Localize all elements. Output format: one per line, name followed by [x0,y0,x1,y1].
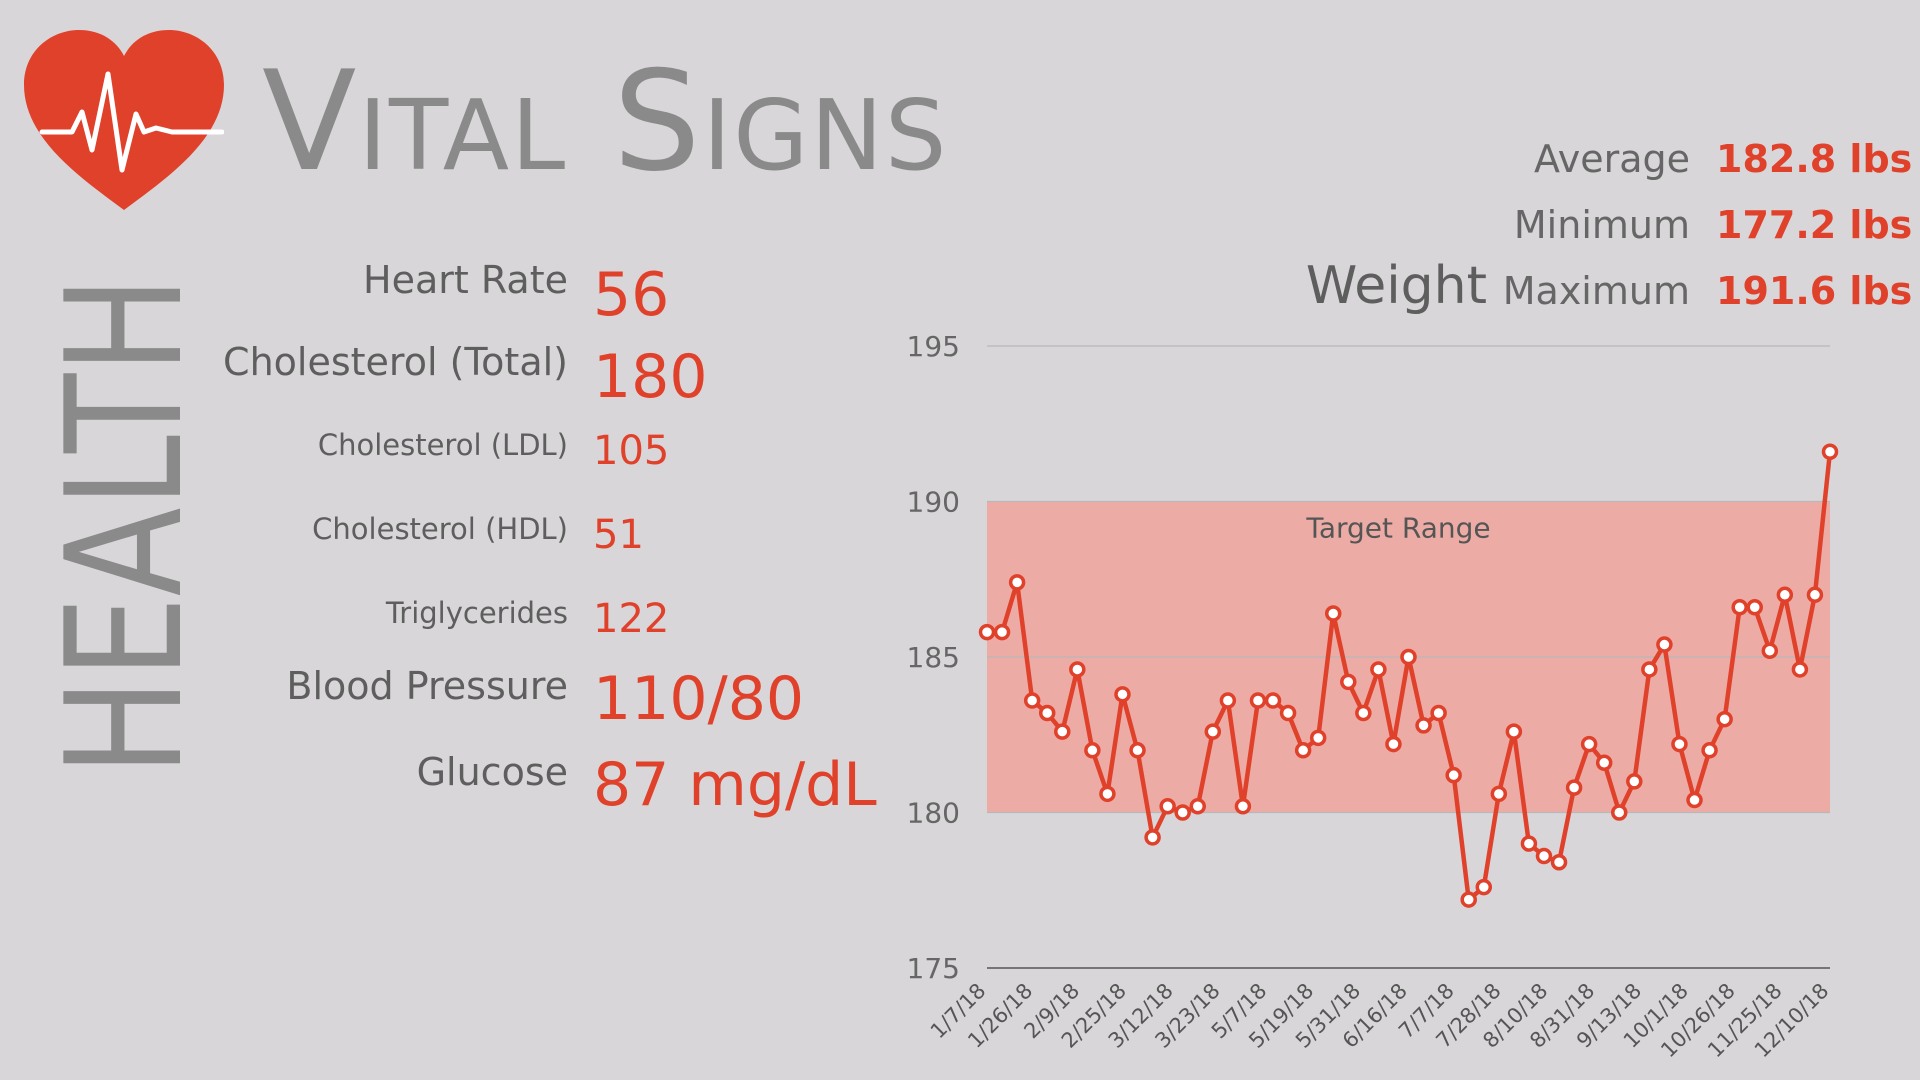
weight-minimum-value: 177.2 lbs [1716,203,1913,247]
weight-minimum-label: Minimum [1513,203,1690,247]
data-point [1189,798,1206,815]
metric-value-glucose: 87 mg/dL [593,750,877,820]
data-point [1159,798,1176,815]
data-point [1234,798,1252,815]
data-point [1460,891,1477,908]
data-point [1264,692,1282,709]
data-point [1114,686,1131,703]
data-point [1746,598,1763,616]
metric-label-blood-pressure: Blood Pressure [286,664,568,708]
data-point [1023,692,1041,709]
metric-value-cholesterol-ldl: 105 [593,428,670,474]
data-point [1415,717,1432,734]
weight-maximum-value: 191.6 lbs [1716,269,1913,313]
data-point [1671,735,1688,753]
data-point [1806,586,1824,604]
data-point [1355,704,1372,722]
data-point [1144,829,1161,846]
y-tick-label: 190 [907,486,960,519]
data-point [1550,854,1568,871]
data-point [1565,779,1583,796]
data-point [1054,723,1071,740]
data-point [1069,661,1086,678]
data-point [1400,648,1417,666]
data-point [1309,729,1327,747]
metric-value-cholesterol-total: 180 [593,342,708,412]
data-point [1716,710,1733,728]
data-point [1535,847,1553,865]
data-point [1219,692,1237,709]
y-tick-label: 195 [907,330,960,363]
metric-value-cholesterol-hdl: 51 [593,512,644,558]
data-point [978,623,996,641]
data-point [1279,704,1297,722]
data-point [1701,742,1718,759]
data-point [1370,661,1387,678]
data-point [1249,692,1267,709]
y-tick-label: 185 [907,641,960,674]
data-point [993,623,1011,641]
data-point [1821,443,1839,460]
metric-value-blood-pressure: 110/80 [593,664,805,734]
data-point [1641,661,1658,678]
data-point [1656,636,1673,653]
data-point [1385,735,1402,753]
data-point [1324,605,1342,622]
data-point [1505,723,1523,740]
y-tick-label: 180 [907,797,960,830]
weight-average-value: 182.8 lbs [1716,137,1913,181]
metric-label-glucose: Glucose [416,750,568,794]
data-point [1520,835,1538,852]
data-point [1129,742,1146,759]
data-point [1174,804,1191,821]
data-point [1611,804,1628,821]
data-point [1731,598,1748,616]
metric-label-cholesterol-hdl: Cholesterol (HDL) [312,512,568,546]
y-tick-label: 175 [907,952,960,985]
page-title: Vital Signs [262,41,949,202]
data-point [1595,754,1613,771]
data-point [1445,766,1462,784]
data-point [1580,735,1598,753]
data-point [1475,878,1493,896]
metric-value-heart-rate: 56 [593,260,670,330]
data-point [1294,742,1312,759]
target-range-label: Target Range [1305,512,1490,545]
data-point [1084,742,1101,759]
weight-chart-title: Weight [1305,256,1487,316]
data-point [1686,791,1703,809]
data-point [1099,785,1116,803]
data-point [1204,723,1222,740]
metric-label-cholesterol-total: Cholesterol (Total) [223,340,568,384]
data-point [1430,704,1447,722]
data-point [1776,586,1794,604]
weight-maximum-label: Maximum [1502,269,1690,313]
data-point [1038,704,1056,722]
data-point [1791,661,1809,678]
metric-label-triglycerides: Triglycerides [385,596,568,630]
metric-value-triglycerides: 122 [593,596,670,642]
metric-label-cholesterol-ldl: Cholesterol (LDL) [317,428,568,462]
data-point [1490,785,1508,803]
weight-average-label: Average [1533,137,1690,181]
data-point [1761,642,1779,660]
metric-label-heart-rate: Heart Rate [363,258,568,302]
data-point [1626,773,1643,790]
data-point [1008,574,1026,591]
heart-pulse-icon [24,30,224,210]
data-point [1340,673,1357,691]
